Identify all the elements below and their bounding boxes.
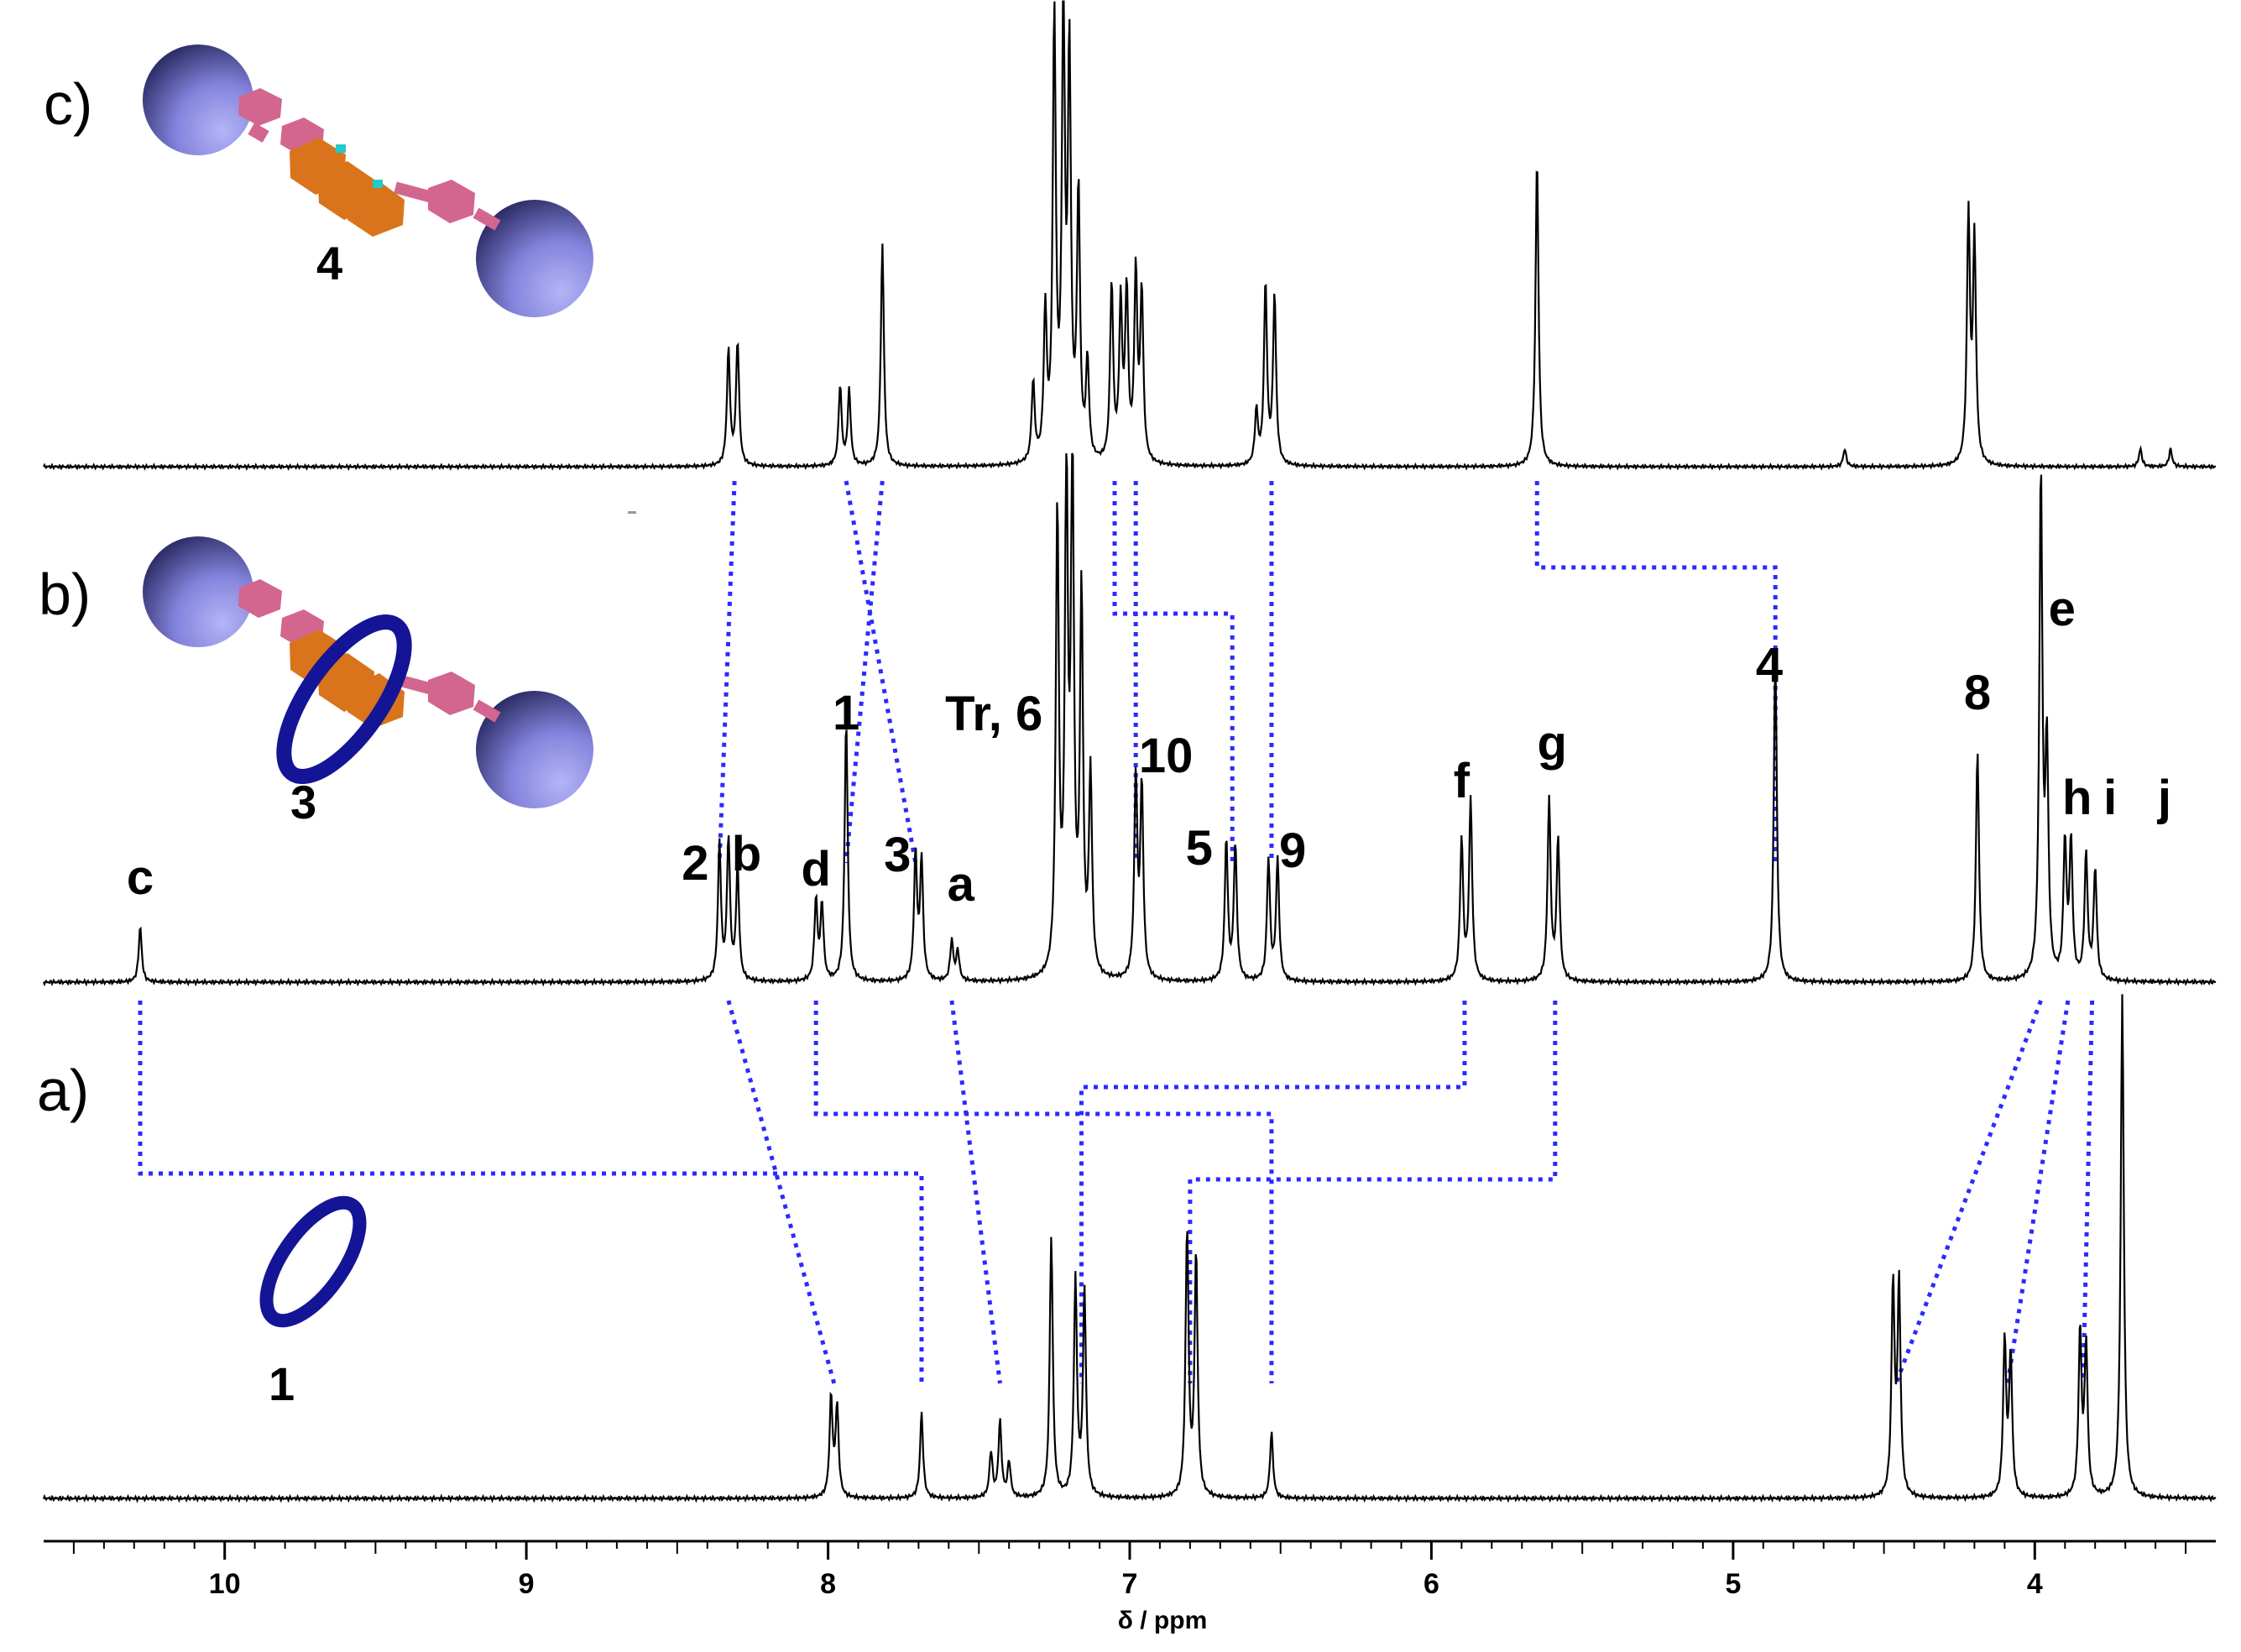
peak-label: c <box>127 850 154 905</box>
correlation-line <box>2005 1000 2071 1384</box>
x-tick-label: 10 <box>209 1568 241 1600</box>
peak-label: 10 <box>1139 729 1194 783</box>
correlation-line <box>1079 1001 1467 1383</box>
x-tick-label: 7 <box>1122 1568 1138 1600</box>
x-tick-label: 4 <box>2027 1568 2043 1600</box>
correlation-line <box>726 1000 837 1384</box>
structure-3-number: 3 <box>290 776 316 829</box>
panel-a-label: a) <box>37 1058 89 1123</box>
correlation-line <box>1894 1000 2043 1384</box>
x-tick-label: 8 <box>820 1568 836 1600</box>
structure-4-number: 4 <box>316 237 342 290</box>
correlation-line <box>2081 1000 2095 1384</box>
panel-c-label: c) <box>44 71 92 137</box>
correlation-lines <box>138 480 2095 1384</box>
panel-b-label: b) <box>39 562 91 627</box>
peak-label: b <box>732 827 761 881</box>
peak-label: 3 <box>884 828 911 882</box>
x-tick-label: 9 <box>519 1568 535 1600</box>
structure-1-number: 1 <box>269 1357 295 1410</box>
peak-label: g <box>1537 716 1566 771</box>
spectrum-traces <box>42 0 2217 1503</box>
peak-label: 1 <box>833 686 859 740</box>
x-tick-label: 6 <box>1423 1568 1439 1600</box>
x-axis: 10 9 8 7 6 5 4 <box>44 1540 2216 1600</box>
correlation-line <box>1188 1001 1558 1383</box>
peak-label: i <box>2103 771 2117 825</box>
correlation-line <box>949 1000 1002 1384</box>
structure-4-illustration: 4 <box>143 44 593 317</box>
peak-label: 5 <box>1186 821 1213 876</box>
peak-label: 2 <box>682 836 708 891</box>
correlation-line <box>813 1001 1274 1383</box>
peak-label: 9 <box>1279 823 1306 878</box>
stray-mark <box>628 511 636 514</box>
correlation-line <box>844 480 918 864</box>
correlation-line <box>844 480 885 864</box>
peak-label: f <box>1454 754 1470 808</box>
spectrum-trace-c <box>43 0 2217 471</box>
peak-label: a <box>948 857 975 912</box>
structure-1-illustration: 1 <box>259 1195 367 1410</box>
correlation-line <box>1112 481 1235 863</box>
peak-label: 4 <box>1756 638 1783 693</box>
correlation-line <box>717 480 737 864</box>
x-axis-title: δ / ppm <box>1118 1607 1208 1634</box>
spectrum-trace-b <box>42 452 2217 987</box>
peak-label: e <box>2049 582 2076 636</box>
peak-label: j <box>2157 771 2171 825</box>
peak-label: Tr, 6 <box>945 687 1042 741</box>
peak-label: h <box>2062 771 2092 825</box>
x-tick-label: 5 <box>1725 1568 1741 1600</box>
peak-label: 8 <box>1964 666 1991 720</box>
spectrum-trace-a <box>42 994 2217 1503</box>
correlation-line <box>138 1001 924 1383</box>
structure-3-illustration: 3 <box>143 536 593 829</box>
peak-label: d <box>801 842 830 897</box>
correlation-line <box>1534 481 1778 863</box>
